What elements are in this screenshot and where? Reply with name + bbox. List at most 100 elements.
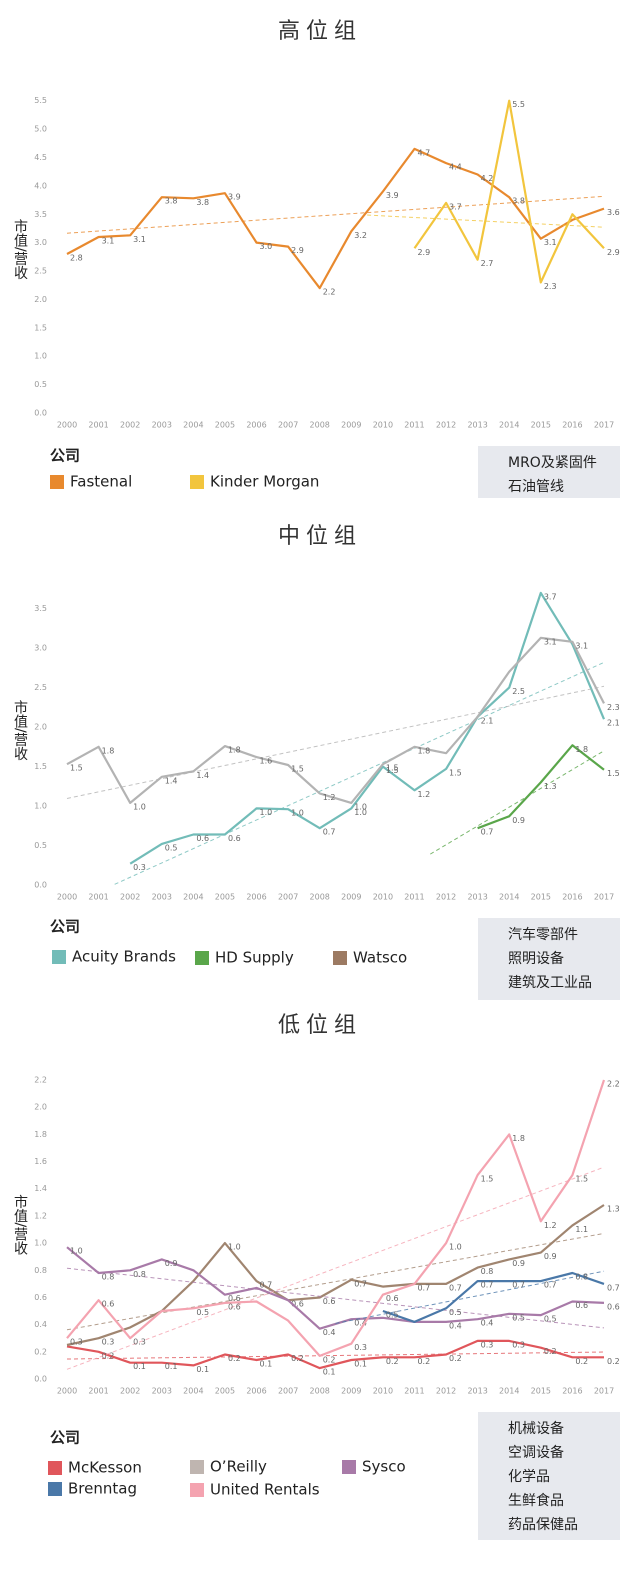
data-label: 1.0 — [354, 808, 367, 817]
data-label: 5.5 — [512, 100, 525, 109]
y-tick-label: 2.0 — [34, 723, 47, 732]
trend-line — [66, 1267, 605, 1329]
x-tick-label: 2010 — [373, 421, 393, 430]
data-label: 0.6 — [386, 1294, 399, 1303]
note-text: MRO及紧固件 — [508, 455, 597, 471]
note-text: 石油管线 — [508, 479, 564, 495]
x-tick-label: 2011 — [404, 1387, 424, 1396]
trend-line — [367, 214, 605, 228]
data-label: 0.4 — [449, 1321, 462, 1330]
x-tick-label: 2005 — [215, 1387, 235, 1396]
data-label: 1.0 — [228, 1243, 241, 1252]
x-tick-label: 2009 — [341, 893, 361, 902]
x-tick-label: 2005 — [215, 421, 235, 430]
legend-label: Fastenal — [70, 473, 132, 491]
x-tick-label: 2011 — [404, 421, 424, 430]
series-line — [129, 591, 606, 865]
x-tick-label: 2017 — [594, 1387, 614, 1396]
series-line — [66, 636, 605, 804]
data-label: 0.1 — [133, 1362, 146, 1371]
data-label: 1.8 — [512, 1134, 525, 1143]
y-tick-label: 1.5 — [34, 762, 47, 771]
y-tick-label: 1.6 — [34, 1157, 47, 1166]
data-label: 0.9 — [165, 1259, 178, 1268]
data-label: 0.8 — [481, 1267, 494, 1276]
x-tick-label: 2007 — [278, 421, 298, 430]
legend-swatch — [190, 1483, 204, 1497]
data-label: 0.1 — [323, 1368, 336, 1377]
x-tick-label: 2012 — [436, 1387, 456, 1396]
y-tick-label: 2.0 — [34, 1103, 47, 1112]
data-label: 1.0 — [291, 809, 304, 818]
data-label: 0.2 — [228, 1354, 241, 1363]
x-tick-label: 2006 — [246, 421, 266, 430]
data-label: 0.4 — [323, 1328, 336, 1337]
x-tick-label: 2014 — [499, 421, 519, 430]
y-tick-label: 0.5 — [34, 841, 47, 850]
y-tick-label: 2.5 — [34, 683, 47, 692]
legend-swatch — [48, 1461, 62, 1475]
data-label: 1.4 — [196, 771, 209, 780]
data-label: 2.9 — [417, 248, 430, 257]
x-tick-label: 2000 — [57, 421, 77, 430]
data-label: 0.8 — [102, 1272, 115, 1281]
data-label: 3.1 — [544, 238, 557, 247]
data-label: 2.8 — [70, 254, 83, 263]
x-tick-label: 2014 — [499, 893, 519, 902]
trend-line — [335, 1270, 605, 1324]
y-tick-label: 1.0 — [34, 352, 47, 361]
data-label: 0.2 — [575, 1357, 588, 1366]
data-label: 0.3 — [354, 1343, 367, 1352]
x-tick-label: 2012 — [436, 421, 456, 430]
note-text: 机械设备 — [508, 1420, 564, 1437]
data-label: 1.2 — [544, 1221, 557, 1230]
data-label: 1.0 — [354, 802, 367, 811]
legend-title: 公司 — [50, 918, 80, 936]
data-label: 0.9 — [512, 1259, 525, 1268]
data-label: 1.3 — [544, 782, 557, 791]
data-label: 1.0 — [70, 1247, 83, 1256]
data-label: 1.8 — [102, 746, 115, 755]
data-label: 0.7 — [512, 1281, 525, 1290]
data-label: 3.8 — [512, 197, 525, 206]
legend-swatch — [48, 1482, 62, 1496]
x-tick-label: 2007 — [278, 893, 298, 902]
x-tick-label: 2000 — [57, 893, 77, 902]
data-label: 3.8 — [196, 198, 209, 207]
data-label: 3.7 — [544, 592, 557, 601]
series-line — [477, 744, 605, 830]
x-tick-label: 2004 — [183, 421, 203, 430]
y-tick-label: 0.0 — [34, 409, 47, 418]
data-label: 1.8 — [575, 745, 588, 754]
data-label: 1.5 — [386, 766, 399, 775]
data-label: 1.3 — [607, 1205, 620, 1214]
data-label: 0.7 — [323, 828, 336, 837]
data-label: 0.2 — [544, 1347, 557, 1356]
data-label: 0.8 — [133, 1270, 146, 1279]
data-label: 0.6 — [228, 1294, 241, 1303]
y-tick-label: 2.2 — [34, 1076, 47, 1085]
x-tick-label: 2006 — [246, 893, 266, 902]
data-label: 1.4 — [165, 776, 178, 785]
legend-label: Watsco — [353, 949, 407, 967]
note-text: 空调设备 — [508, 1444, 564, 1461]
series-line — [66, 1204, 605, 1347]
data-label: 0.3 — [481, 1340, 494, 1349]
x-tick-label: 2017 — [594, 893, 614, 902]
data-label: 2.9 — [607, 248, 620, 257]
data-label: 0.3 — [70, 1338, 83, 1347]
data-label: 0.2 — [102, 1351, 115, 1360]
data-label: 0.7 — [260, 1281, 273, 1290]
x-tick-label: 2003 — [152, 893, 172, 902]
data-label: 3.6 — [607, 208, 620, 217]
y-tick-label: 1.2 — [34, 1211, 47, 1220]
y-tick-label: 2.5 — [34, 267, 47, 276]
series-line — [66, 1246, 605, 1330]
legend-swatch — [342, 1460, 356, 1474]
data-label: 2.3 — [544, 282, 557, 291]
legend-label: Kinder Morgan — [210, 473, 319, 491]
y-tick-label: 0.6 — [34, 1293, 47, 1302]
y-axis-label: 市值/营收 — [12, 699, 28, 761]
y-tick-label: 0.2 — [34, 1347, 47, 1356]
